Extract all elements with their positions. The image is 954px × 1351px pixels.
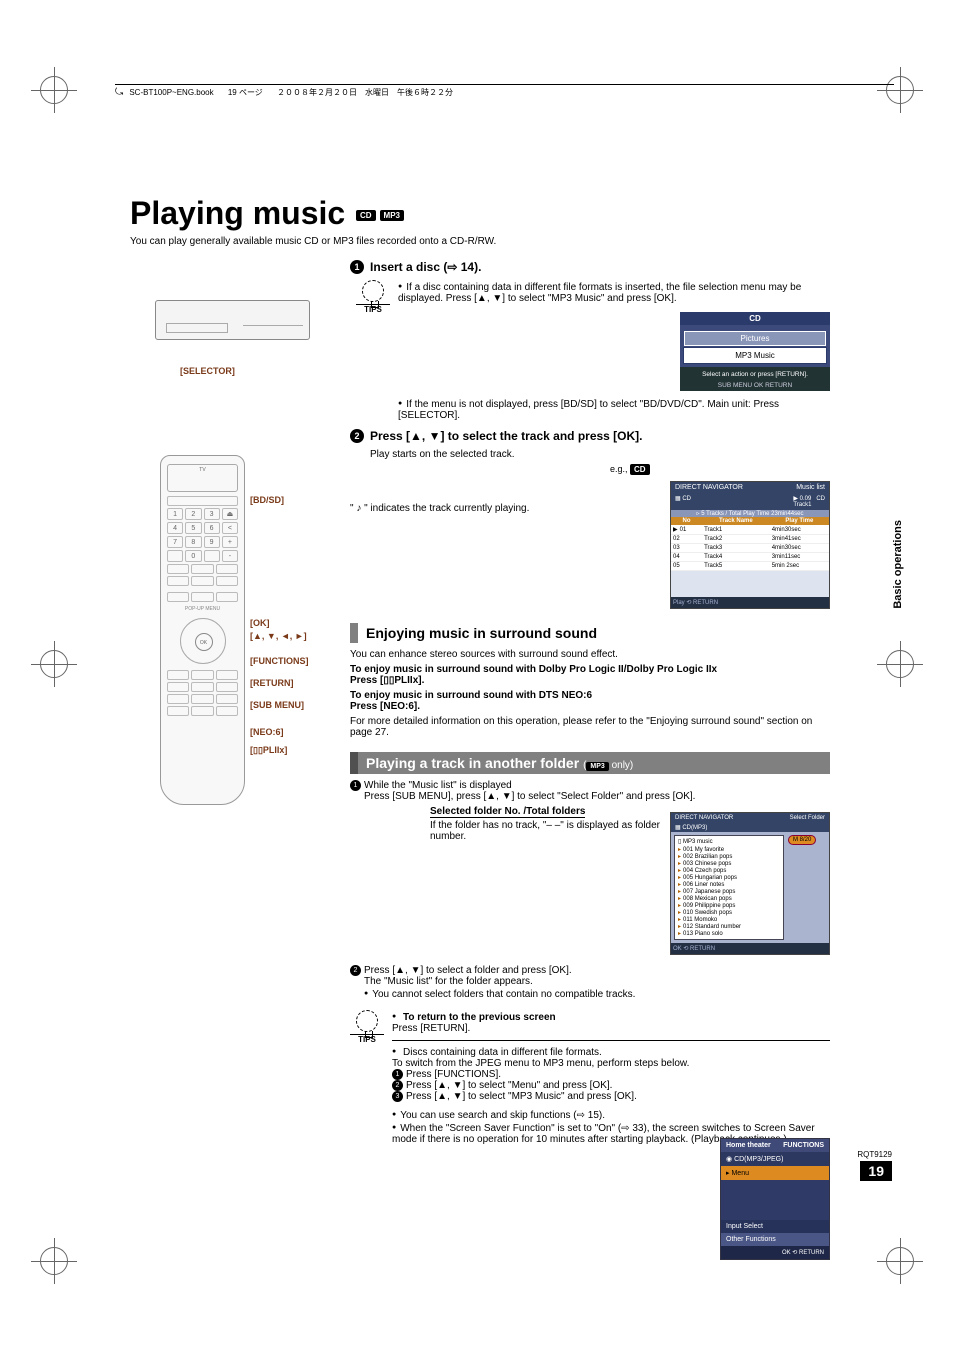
surround-l3: To enjoy music in surround sound with DT… bbox=[350, 690, 830, 701]
player-illustration bbox=[155, 300, 310, 340]
intro-text: You can play generally available music C… bbox=[130, 236, 830, 247]
badge-cd: CD bbox=[356, 210, 376, 221]
badge-mp3: MP3 bbox=[380, 210, 404, 221]
selector-label: [SELECTOR] bbox=[180, 366, 235, 376]
step-2-title: Press [▲, ▼] to select the track and pre… bbox=[370, 429, 643, 443]
functions-panel: Home theaterFUNCTIONS ◉ CD(MP3/JPEG) ▸ M… bbox=[720, 1138, 830, 1260]
tips-icon: TIPS bbox=[356, 280, 390, 423]
surround-l2: To enjoy music in surround sound with Do… bbox=[350, 664, 830, 675]
header-date: ２００８年２月２０日 水曜日 午後６時２２分 bbox=[277, 87, 453, 98]
page-title: Playing music bbox=[130, 195, 345, 232]
crop-mark-tl bbox=[40, 76, 68, 104]
surround-more: For more detailed information on this op… bbox=[350, 716, 830, 738]
step-1: 1 Insert a disc (⇨ 14). bbox=[350, 260, 830, 274]
step-num-2: 2 bbox=[350, 429, 364, 443]
header-page: 19 ページ bbox=[228, 87, 263, 98]
step-1-title: Insert a disc (⇨ 14). bbox=[370, 260, 481, 274]
crop-mark-mr bbox=[886, 650, 914, 678]
folder-caption-a: Selected folder No. /Total folders bbox=[430, 806, 585, 818]
surround-press1: Press [▯▯PLIIx]. bbox=[350, 675, 830, 686]
folder-s2: 2Press [▲, ▼] to select a folder and pre… bbox=[350, 965, 830, 987]
eg-label: e.g., CD bbox=[610, 464, 830, 475]
crop-mark-br bbox=[886, 1247, 914, 1275]
step1-tip2: If the menu is not displayed, press [BD/… bbox=[398, 399, 830, 421]
tips2-return: To return to the previous screen Press [… bbox=[392, 1012, 830, 1034]
tips2-discs: Discs containing data in different file … bbox=[392, 1047, 830, 1102]
crop-mark-ml bbox=[40, 650, 68, 678]
step1-tip1: If a disc containing data in different f… bbox=[398, 282, 830, 304]
tips2-u1: You can use search and skip functions (⇨… bbox=[392, 1110, 830, 1121]
tips-icon-2: TIPS bbox=[350, 1010, 384, 1147]
folder-panel: DIRECT NAVIGATORSelect Folder ▦ CD(MP3) … bbox=[670, 812, 830, 955]
folder-s2c: You cannot select folders that contain n… bbox=[364, 989, 830, 1000]
surround-l1: You can enhance stereo sources with surr… bbox=[350, 649, 830, 660]
folder-caption-b: If the folder has no track, "– –" is dis… bbox=[430, 820, 660, 842]
cd-menu: CD Pictures MP3 Music Select an action o… bbox=[680, 312, 830, 391]
section-folder: Playing a track in another folder (MP3 o… bbox=[350, 752, 830, 774]
side-tab: Basic operations bbox=[892, 520, 904, 609]
step-2: 2 Press [▲, ▼] to select the track and p… bbox=[350, 429, 830, 443]
folder-s1: 1While the "Music list" is displayed Pre… bbox=[350, 780, 830, 802]
crop-mark-bl bbox=[40, 1247, 68, 1275]
step-2-sub: Play starts on the selected track. bbox=[370, 449, 830, 460]
source-header: ⤿ SC-BT100P~ENG.book 19 ページ ２００８年２月２０日 水… bbox=[115, 84, 894, 98]
surround-press2: Press [NEO:6]. bbox=[350, 701, 830, 712]
header-file: SC-BT100P~ENG.book bbox=[129, 88, 213, 97]
footer: RQT9129 19 bbox=[857, 1150, 892, 1181]
step-num-1: 1 bbox=[350, 260, 364, 274]
remote-illustration: 123⏏ 456< 789+ 0- POP-UP MENU OK bbox=[160, 455, 245, 805]
playing-indicator-note: " ♪ " indicates the track currently play… bbox=[350, 481, 658, 514]
section-surround: Enjoying music in surround sound bbox=[350, 623, 830, 643]
tracklist-panel: DIRECT NAVIGATOR Music list ▦ CD ▶ 0.09 … bbox=[670, 481, 830, 609]
